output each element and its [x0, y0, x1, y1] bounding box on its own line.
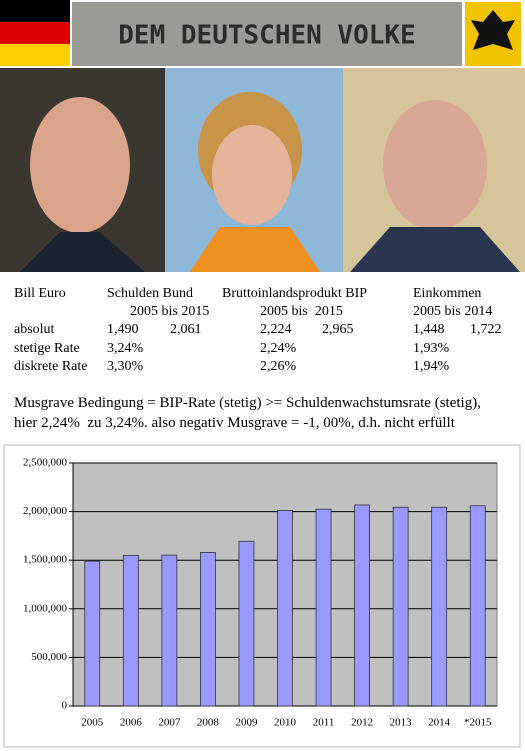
- y-tick-label: 0: [62, 700, 68, 712]
- x-tick-label: 2006: [120, 717, 143, 729]
- eagle: [471, 10, 515, 50]
- x-tick-label: 2010: [274, 717, 297, 729]
- table-cell: 3,24%: [107, 341, 144, 356]
- table-cell: 1,93%: [413, 341, 450, 356]
- table-cell: 1,94%: [413, 359, 450, 374]
- table-cell: diskrete Rate: [14, 359, 88, 374]
- table-cell: absolut: [14, 322, 55, 337]
- bar: [469, 505, 486, 707]
- x-tick-label: 2009: [235, 717, 258, 729]
- y-tick-label: 2,500,000: [23, 457, 68, 469]
- x-tick-label: 2008: [197, 717, 220, 729]
- flag-black: [0, 0, 70, 22]
- bar: [122, 554, 139, 707]
- bar: [277, 510, 293, 707]
- x-tick-label: 2011: [313, 717, 335, 729]
- banner-text: DEM DEUTSCHEN VOLKE: [118, 21, 415, 51]
- chart: 0 500,000 1,000,000 1,500,000 2,000,000 2,500…: [3, 444, 521, 748]
- x-tick-label: 2005: [81, 717, 104, 729]
- table-cell: 1,490: [107, 322, 139, 337]
- y-tick-label: 1,000,000: [23, 602, 68, 614]
- bar: [431, 506, 448, 707]
- table-subheader: 2005 bis 2015: [260, 304, 343, 319]
- table-header: Bruttoinlandsprodukt BIP: [222, 286, 368, 301]
- table-cell: 2,224: [260, 322, 292, 337]
- bar: [315, 508, 332, 707]
- table-header: Schulden Bund: [107, 286, 193, 301]
- table-cell: 2,26%: [260, 359, 297, 374]
- x-tick-label: *2015: [464, 717, 492, 729]
- bar: [161, 554, 178, 707]
- suit-1: [20, 232, 145, 272]
- bar: [84, 560, 101, 707]
- x-tick-label: 2007: [158, 717, 181, 729]
- table-cell: 1,722: [470, 322, 502, 337]
- header-images: DEM DEUTSCHEN VOLKE: [0, 0, 525, 272]
- bar: [392, 506, 409, 707]
- table-cell: 2,965: [322, 322, 354, 337]
- y-tick-label: 1,500,000: [23, 554, 68, 566]
- y-tick-label: 500,000: [31, 651, 67, 663]
- x-tick-label: 2013: [390, 717, 413, 729]
- jacket-2: [190, 227, 320, 272]
- table-cell: 2,061: [170, 322, 202, 337]
- table-cell: 2,24%: [260, 341, 297, 356]
- flag-red: [0, 22, 70, 44]
- x-tick-label: 2014: [428, 717, 451, 729]
- paragraph-line: hier 2,24% zu 3,24%. also negativ Musgra…: [14, 415, 455, 431]
- bar: [200, 552, 216, 707]
- table-cell: stetige Rate: [14, 341, 80, 356]
- bar: [238, 540, 255, 707]
- table-cell: 3,30%: [107, 359, 144, 374]
- bar: [354, 504, 370, 707]
- x-tick-label: 2012: [351, 717, 373, 729]
- table-header: Einkommen: [413, 286, 482, 301]
- face-1: [30, 97, 130, 233]
- y-tick-label: 2,000,000: [23, 505, 68, 517]
- paragraph-line: Musgrave Bedingung = BIP-Rate (stetig) >…: [14, 395, 481, 411]
- face-2: [212, 125, 292, 225]
- table-subheader: 2005 bis 2015: [130, 304, 210, 319]
- suit-3: [350, 227, 520, 272]
- table-header: Bill Euro: [14, 286, 66, 301]
- flag-gold: [0, 44, 70, 66]
- table-cell: 1,448: [413, 322, 445, 337]
- banner-stone: [72, 2, 462, 66]
- table-subheader: 2005 bis 2014: [413, 304, 493, 319]
- face-3: [383, 100, 487, 230]
